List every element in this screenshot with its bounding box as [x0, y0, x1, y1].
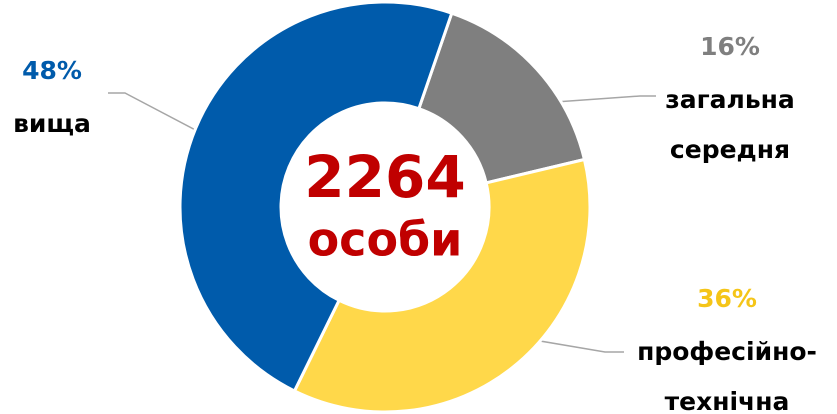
- slice: [178, 0, 454, 393]
- category-label: технічна: [665, 387, 790, 414]
- category-label: загальна: [665, 85, 795, 114]
- value-label: 48%: [22, 56, 82, 85]
- center-number: 2264: [304, 143, 465, 211]
- slice: [416, 11, 587, 185]
- value-label: 36%: [697, 284, 757, 313]
- category-label: вища: [13, 109, 91, 138]
- category-label: середня: [670, 135, 790, 164]
- center-unit: особи: [308, 213, 463, 267]
- value-label: 16%: [700, 32, 760, 61]
- category-label: професійно-: [637, 337, 817, 366]
- slice: [292, 157, 592, 414]
